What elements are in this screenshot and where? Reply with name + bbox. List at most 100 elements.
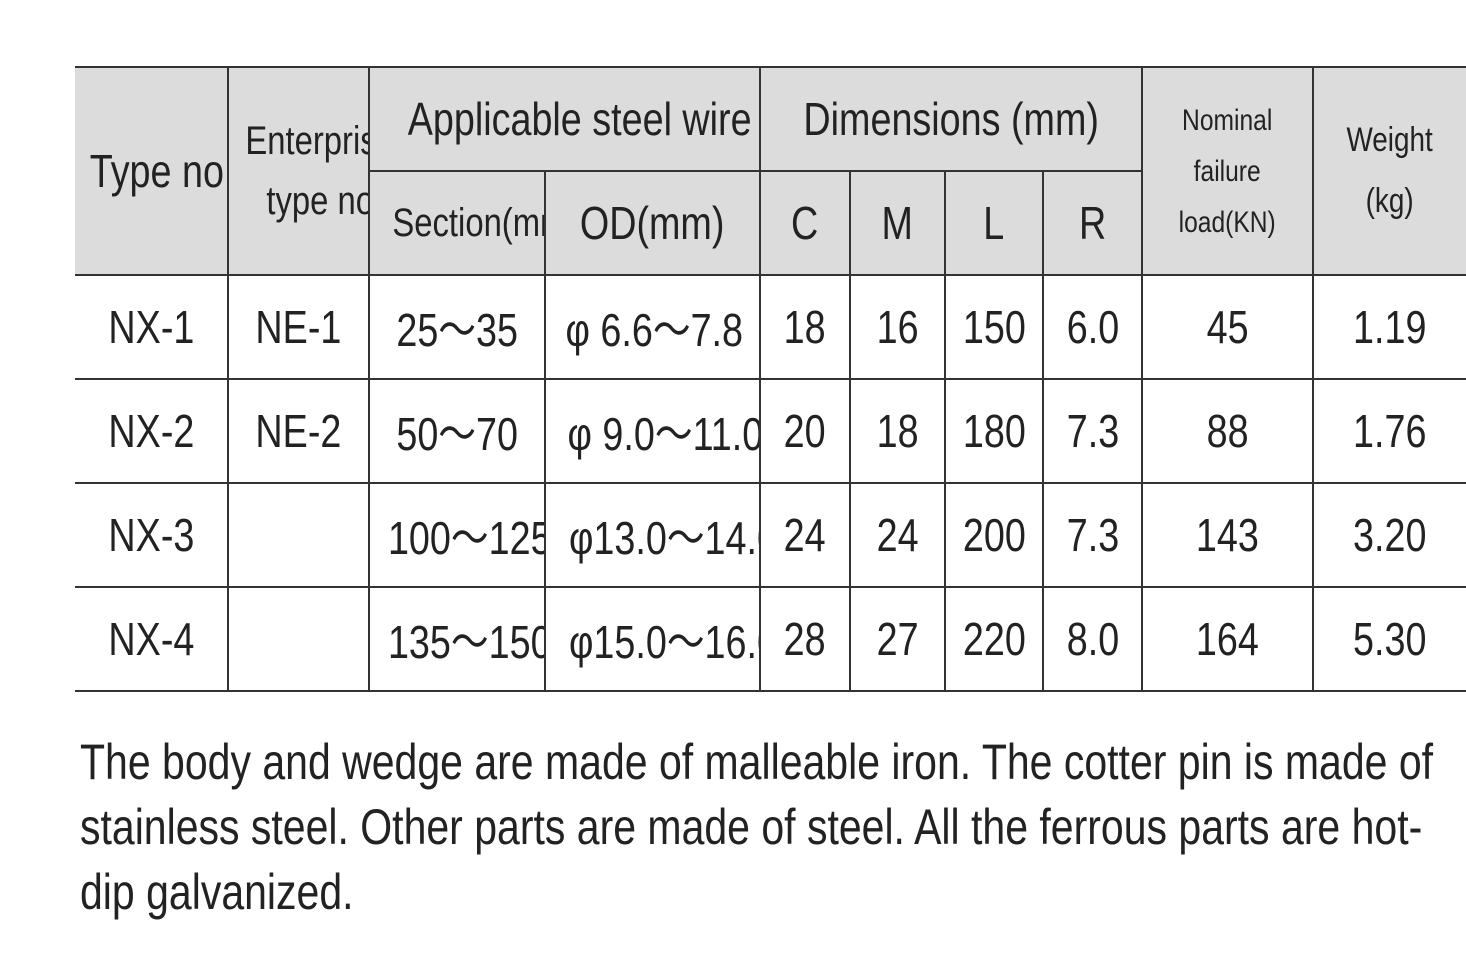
cell-text: 7.3 xyxy=(1066,405,1119,457)
header-line: load(KN) xyxy=(1178,205,1277,239)
table-cell xyxy=(227,586,370,692)
header-text: Weight (kg) xyxy=(1347,110,1433,232)
cell-text: 18 xyxy=(876,405,919,457)
table-cell: 135～150 xyxy=(368,586,546,692)
header-cell: Nominal failure load(KN) xyxy=(1141,66,1315,276)
cell-text: 25～35 xyxy=(396,304,518,356)
cell-text: φ 6.6～7.8 xyxy=(565,304,744,356)
cell-text: 50～70 xyxy=(396,408,518,460)
table-cell: 150 xyxy=(944,274,1045,380)
cell-text: NX-3 xyxy=(108,509,194,561)
header-text: OD(mm) xyxy=(580,197,725,249)
cell-text: 20 xyxy=(784,405,826,457)
table-cell: 164 xyxy=(1141,586,1315,692)
cell-text: NX-1 xyxy=(108,301,194,353)
header-line: (kg) xyxy=(1366,182,1415,220)
table-cell: NX-1 xyxy=(75,274,229,380)
cell-text: 18 xyxy=(784,301,826,353)
header-cell: M xyxy=(849,170,947,276)
table-cell: 100～125 xyxy=(368,482,546,588)
table-cell: 1.19 xyxy=(1312,274,1466,380)
cell-text: φ15.0～16.0 xyxy=(568,616,761,668)
table-cell: φ15.0～16.0 xyxy=(543,586,762,692)
cell-text: 28 xyxy=(784,613,826,665)
cell-text: 150 xyxy=(962,301,1026,353)
table-cell: 20 xyxy=(759,378,852,484)
cell-text: 7.3 xyxy=(1066,509,1119,561)
table-cell: 6.0 xyxy=(1042,274,1144,380)
header-cell: Dimensions (mm) xyxy=(759,66,1144,172)
table-body: NX-1 NE-1 25～35 φ 6.6～7.8 18 16 150 6.0 45 1.19 NX… xyxy=(75,274,1466,692)
table-cell: NX-4 xyxy=(75,586,229,692)
header-text: R xyxy=(1078,197,1107,249)
table-cell: φ13.0～14.0 xyxy=(543,482,762,588)
cell-text: 16 xyxy=(876,301,919,353)
table-cell: 27 xyxy=(849,586,947,692)
header-line: Weight xyxy=(1346,120,1434,159)
cell-text: 220 xyxy=(962,613,1026,665)
table-cell: 220 xyxy=(944,586,1045,692)
table-cell: NE-2 xyxy=(227,378,370,484)
table-cell: 200 xyxy=(944,482,1045,588)
header-cell: Applicable steel wire xyxy=(367,66,762,172)
table-cell: 45 xyxy=(1141,274,1315,380)
table-row: NX-4 135～150 φ15.0～16.0 28 27 220 8.0 164 5.30 xyxy=(75,586,1466,692)
cell-text: NX-4 xyxy=(108,613,194,665)
cell-text: 164 xyxy=(1196,613,1259,665)
header-cell: OD(mm) xyxy=(543,170,762,276)
cell-text: NE-1 xyxy=(255,301,342,353)
table-cell: 24 xyxy=(759,482,852,588)
table-cell: 16 xyxy=(849,274,947,380)
table-cell: 24 xyxy=(849,482,947,588)
table-cell: 1.76 xyxy=(1312,378,1466,484)
table-cell: NX-3 xyxy=(75,482,229,588)
header-cell: C xyxy=(759,170,852,276)
table-cell: 25～35 xyxy=(368,274,546,380)
header-cell: Type no xyxy=(75,66,229,276)
cell-text: NE-2 xyxy=(255,405,342,457)
header-cell: Weight (kg) xyxy=(1312,66,1466,276)
table-cell: 7.3 xyxy=(1042,378,1144,484)
cell-text: 6.0 xyxy=(1066,301,1119,353)
header-text: Dimensions (mm) xyxy=(803,93,1099,145)
table-cell xyxy=(227,482,370,588)
spec-table: Type no Enterprise type no Applicable ste… xyxy=(75,66,1466,692)
header-text: Applicable steel wire xyxy=(407,93,752,145)
header-line: Enterprise xyxy=(245,119,367,163)
table-cell: 50～70 xyxy=(368,378,546,484)
header-cell: Section(mm2) xyxy=(369,170,546,276)
cell-text: 200 xyxy=(962,509,1026,561)
header-text: M xyxy=(881,197,914,249)
header-cell: R xyxy=(1042,170,1143,276)
table-cell: φ 9.0～11.0 xyxy=(543,378,762,484)
cell-text: 24 xyxy=(784,509,826,561)
table-cell: 18 xyxy=(759,274,852,380)
cell-text: 135～150 xyxy=(387,616,545,668)
table-row: NX-1 NE-1 25～35 φ 6.6～7.8 18 16 150 6.0 45 1.19 xyxy=(75,274,1466,380)
table-row: NX-2 NE-2 50～70 φ 9.0～11.0 20 18 180 7.3 88 1.76 xyxy=(75,378,1466,484)
table-cell: 88 xyxy=(1141,378,1315,484)
cell-text: NX-2 xyxy=(108,405,194,457)
cell-text: φ13.0～14.0 xyxy=(568,512,761,564)
header-text: L xyxy=(983,197,1005,249)
cell-text: 1.19 xyxy=(1353,301,1427,353)
header-text: Type no xyxy=(89,145,224,197)
header-text: Section(mm2) xyxy=(392,200,543,245)
cell-text: 5.30 xyxy=(1353,613,1427,665)
header-text: C xyxy=(791,197,819,249)
table-cell: 180 xyxy=(944,378,1045,484)
header-line: type no xyxy=(266,179,369,223)
header-line: failure xyxy=(1194,154,1262,188)
header-line: Nominal xyxy=(1182,103,1273,137)
table-cell: 28 xyxy=(759,586,852,692)
cell-text: 180 xyxy=(962,405,1026,457)
table-cell: 5.30 xyxy=(1312,586,1466,692)
table-cell: φ 6.6～7.8 xyxy=(543,274,762,380)
cell-text: φ 9.0～11.0 xyxy=(567,408,761,460)
table-cell: 8.0 xyxy=(1042,586,1144,692)
cell-text: 3.20 xyxy=(1353,509,1427,561)
cell-text: 88 xyxy=(1206,405,1249,457)
cell-text: 100～125 xyxy=(387,512,545,564)
